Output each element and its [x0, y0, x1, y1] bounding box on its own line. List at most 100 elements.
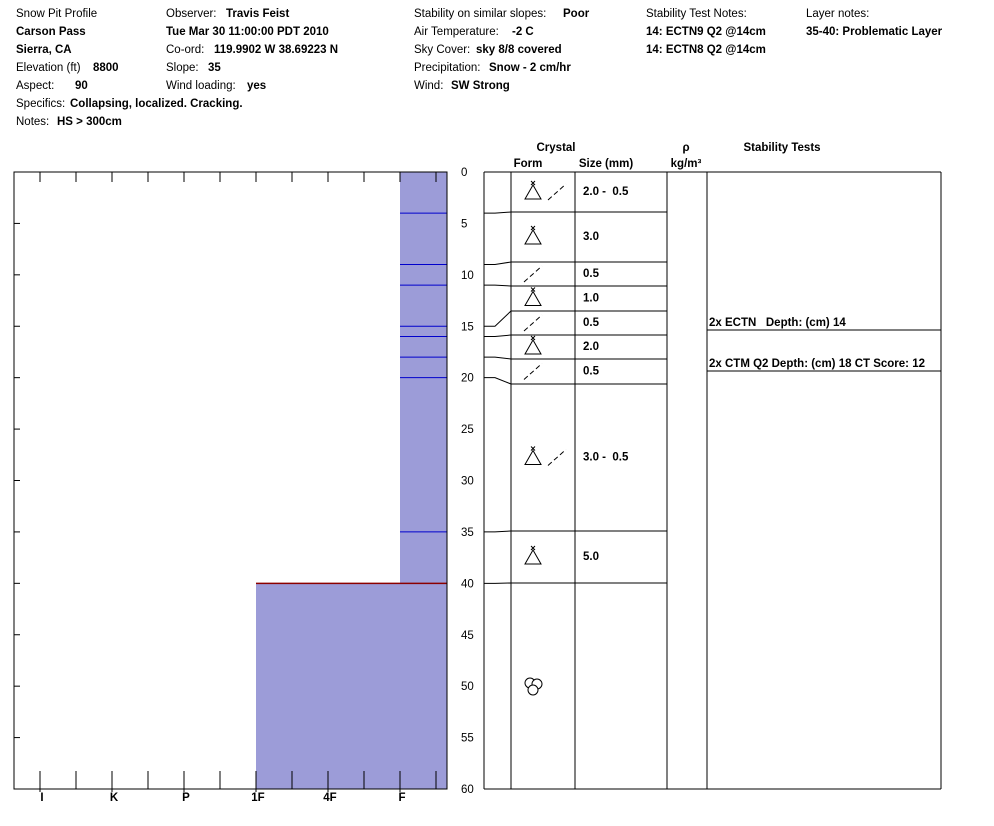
hardness-label: P [182, 792, 190, 804]
hardness-label: K [110, 792, 119, 804]
crystal-size: 3.0 - 0.5 [583, 452, 629, 464]
depth-connector [484, 284, 512, 287]
hardness-bar [400, 357, 447, 378]
label: Notes: [16, 116, 49, 128]
hardness-bar [400, 336, 447, 358]
crystal-form [524, 180, 542, 200]
depth-label: 45 [461, 630, 474, 642]
crystal-form [524, 677, 543, 696]
label: Air Temperature: [414, 26, 499, 38]
crystal-form [524, 446, 542, 465]
value: SW Strong [451, 80, 510, 92]
crystal-symbol [523, 314, 543, 332]
column-header: ρ [682, 142, 689, 154]
crystal-form [547, 449, 567, 466]
crystal-symbol [524, 449, 542, 465]
value: yes [247, 80, 266, 92]
depth-connector [484, 334, 512, 338]
crystal-symbol [524, 228, 542, 245]
depth-label: 25 [461, 424, 474, 436]
hardness-bar [400, 172, 447, 214]
crystal-symbol [547, 449, 567, 466]
depth-connector [484, 261, 512, 266]
crystal-size: 2.0 - 0.5 [583, 186, 629, 198]
crystal-symbol [530, 545, 536, 551]
crystal-size: 2.0 [583, 341, 599, 353]
value: 90 [75, 80, 88, 92]
stability-test: 2x ECTN Depth: (cm) 14 [709, 317, 846, 329]
title: Snow Pit Profile [16, 8, 97, 20]
crystal-size: 0.5 [583, 366, 600, 378]
crystal-form [524, 335, 542, 355]
depth-label: 20 [461, 373, 474, 385]
label: Observer: [166, 8, 217, 20]
depth-label: 60 [461, 784, 474, 796]
column-header: Form [514, 158, 543, 170]
hardness-bar [400, 377, 447, 532]
hardness-label: 4F [323, 792, 336, 804]
value: Poor [563, 8, 590, 20]
column-header: kg/m³ [671, 158, 702, 170]
crystal-size: 0.5 [583, 268, 600, 280]
value: sky 8/8 covered [476, 44, 562, 56]
date: Tue Mar 30 11:00:00 PDT 2010 [166, 26, 329, 38]
label: Wind loading: [166, 80, 236, 92]
crystal-size: 5.0 [583, 551, 599, 563]
crystal-symbol [530, 335, 536, 341]
label: Stability on similar slopes: [414, 8, 546, 20]
hardness-label: 1F [251, 792, 264, 804]
crystal-form [523, 363, 543, 380]
hardness-label: I [40, 792, 43, 804]
value: 35 [208, 62, 221, 74]
depth-label: 5 [461, 218, 467, 230]
label: Stability Test Notes: [646, 8, 747, 20]
depth-label: 30 [461, 476, 474, 488]
hardness-bar [256, 583, 447, 789]
stability-test: 2x CTM Q2 Depth: (cm) 18 CT Score: 12 [709, 358, 925, 370]
value: 8800 [93, 62, 119, 74]
crystal-symbol [523, 363, 543, 380]
crystal-symbol [530, 446, 536, 451]
depth-connector [484, 211, 512, 214]
column-header: Crystal [537, 142, 576, 154]
crystal-symbol [530, 287, 536, 292]
label: Aspect: [16, 80, 54, 92]
depth-label: 35 [461, 527, 474, 539]
crystal-form [523, 314, 543, 332]
value: Travis Feist [226, 8, 289, 20]
hardness-bar [400, 531, 447, 584]
depth-connector [484, 310, 512, 327]
label: Co-ord: [166, 44, 204, 56]
depth-connector [484, 356, 512, 360]
value: Snow - 2 cm/hr [489, 62, 571, 74]
crystal-symbol [547, 183, 567, 201]
crystal-symbol [527, 684, 539, 696]
crystal-symbol [523, 265, 543, 283]
hardness-bar [400, 326, 447, 337]
label: Wind: [414, 80, 443, 92]
hardness-label: F [398, 792, 405, 804]
value: -2 C [512, 26, 534, 38]
value: 14: ECTN8 Q2 @14cm [646, 44, 766, 56]
label: Precipitation: [414, 62, 480, 74]
crystal-form [547, 183, 567, 201]
value: 14: ECTN9 Q2 @14cm [646, 26, 766, 38]
label: Slope: [166, 62, 199, 74]
crystal-symbol [524, 548, 542, 565]
location: Carson Pass [16, 26, 86, 38]
depth-label: 55 [461, 733, 474, 745]
depth-label: 0 [461, 167, 467, 179]
value: 119.9902 W 38.69223 N [214, 44, 338, 56]
label: Specifics: [16, 98, 65, 110]
depth-label: 15 [461, 321, 474, 333]
value: 35-40: Problematic Layer [806, 26, 943, 38]
hardness-bar [400, 264, 447, 286]
crystal-symbol [524, 290, 542, 306]
label: Layer notes: [806, 8, 869, 20]
depth-label: 50 [461, 681, 474, 693]
depth-connector [484, 377, 512, 385]
crystal-form [524, 545, 542, 565]
table-header: Crystal Form Size (mm) ρ kg/m³ Stability… [514, 142, 821, 170]
depth-connector [484, 530, 512, 533]
